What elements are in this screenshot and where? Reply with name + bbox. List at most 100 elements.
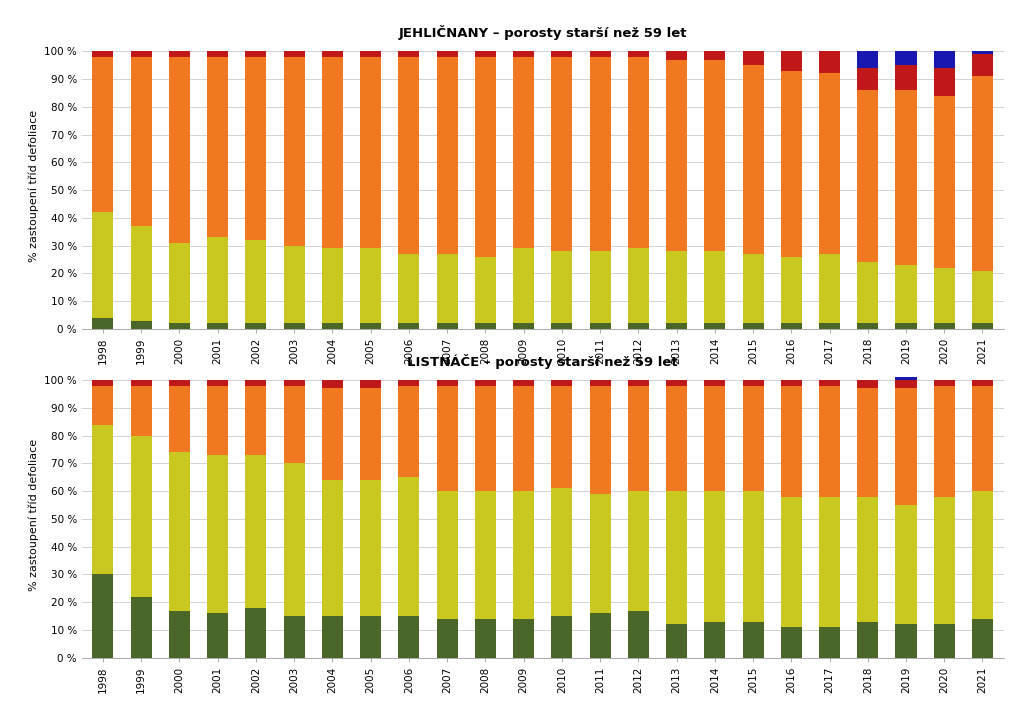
Bar <box>92 56 114 212</box>
Bar <box>398 380 420 385</box>
Bar <box>857 262 879 323</box>
Bar <box>705 251 725 323</box>
Bar <box>284 385 305 463</box>
Bar <box>284 245 305 323</box>
Bar <box>436 56 458 254</box>
Bar <box>934 51 954 68</box>
Bar <box>666 491 687 624</box>
Bar <box>780 627 802 658</box>
Bar <box>436 385 458 491</box>
Bar <box>207 455 228 613</box>
Bar <box>857 51 879 68</box>
Bar <box>934 96 954 268</box>
Bar <box>896 90 916 265</box>
Bar <box>666 385 687 491</box>
Bar <box>628 385 649 491</box>
Bar <box>284 56 305 245</box>
Bar <box>819 627 840 658</box>
Bar <box>207 385 228 455</box>
Bar <box>819 74 840 254</box>
Bar <box>780 380 802 385</box>
Bar <box>92 51 114 56</box>
Bar <box>436 491 458 619</box>
Bar <box>322 480 343 616</box>
Bar <box>322 380 343 388</box>
Bar <box>972 491 993 619</box>
Bar <box>92 380 114 385</box>
Bar <box>322 56 343 248</box>
Bar <box>705 622 725 658</box>
Bar <box>169 51 189 56</box>
Bar <box>590 494 610 613</box>
Bar <box>590 385 610 494</box>
Bar <box>742 254 764 323</box>
Bar <box>705 385 725 491</box>
Bar <box>590 613 610 658</box>
Bar <box>934 380 954 385</box>
Bar <box>398 323 420 329</box>
Y-axis label: % zastoupení tříd defoliace: % zastoupení tříd defoliace <box>29 110 39 262</box>
Bar <box>284 380 305 385</box>
Bar <box>896 380 916 388</box>
Bar <box>475 619 496 658</box>
Bar <box>169 611 189 658</box>
Bar <box>551 251 572 323</box>
Bar <box>590 51 610 56</box>
Bar <box>972 77 993 270</box>
Bar <box>666 59 687 251</box>
Bar <box>819 497 840 627</box>
Bar <box>705 323 725 329</box>
Bar <box>92 425 114 574</box>
Bar <box>475 491 496 619</box>
Bar <box>742 491 764 622</box>
Bar <box>819 385 840 497</box>
Bar <box>972 380 993 385</box>
Bar <box>934 385 954 497</box>
Bar <box>436 619 458 658</box>
Bar <box>322 51 343 56</box>
Title: LISTNÁČE – porosty starší než 59 let: LISTNÁČE – porosty starší než 59 let <box>408 354 678 369</box>
Bar <box>590 323 610 329</box>
Bar <box>934 497 954 624</box>
Bar <box>857 90 879 262</box>
Bar <box>666 51 687 59</box>
Bar <box>628 323 649 329</box>
Bar <box>475 385 496 491</box>
Bar <box>819 380 840 385</box>
Bar <box>857 380 879 388</box>
Bar <box>819 254 840 323</box>
Bar <box>780 71 802 257</box>
Bar <box>398 51 420 56</box>
Bar <box>246 455 266 608</box>
Bar <box>513 248 535 323</box>
Bar <box>246 51 266 56</box>
Bar <box>131 435 152 597</box>
Bar <box>207 323 228 329</box>
Bar <box>780 497 802 627</box>
Bar <box>513 619 535 658</box>
Bar <box>857 388 879 497</box>
Bar <box>513 385 535 491</box>
Bar <box>742 380 764 385</box>
Bar <box>92 212 114 317</box>
Bar <box>131 320 152 329</box>
Bar <box>475 323 496 329</box>
Bar <box>246 380 266 385</box>
Bar <box>246 56 266 240</box>
Bar <box>742 65 764 254</box>
Bar <box>551 51 572 56</box>
Bar <box>551 488 572 616</box>
Bar <box>934 268 954 323</box>
Bar <box>551 380 572 385</box>
Bar <box>169 243 189 323</box>
Bar <box>169 323 189 329</box>
Bar <box>742 51 764 65</box>
Bar <box>513 51 535 56</box>
Bar <box>590 56 610 251</box>
Bar <box>742 323 764 329</box>
Bar <box>360 248 381 323</box>
Legend: třída 0 (0–10 %), třída 1 (>10–25 %), třída 2 (>25–60 %), třída 3 (>60 %), třída: třída 0 (0–10 %), třída 1 (>10–25 %), tř… <box>257 414 828 433</box>
Bar <box>207 51 228 56</box>
Bar <box>475 51 496 56</box>
Bar <box>896 51 916 65</box>
